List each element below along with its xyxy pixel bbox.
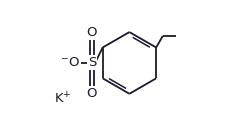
Text: $^{-}$O: $^{-}$O: [60, 56, 80, 69]
Text: O: O: [87, 26, 97, 39]
Text: S: S: [88, 56, 96, 69]
Text: K$^{+}$: K$^{+}$: [54, 92, 72, 107]
Text: O: O: [87, 87, 97, 100]
